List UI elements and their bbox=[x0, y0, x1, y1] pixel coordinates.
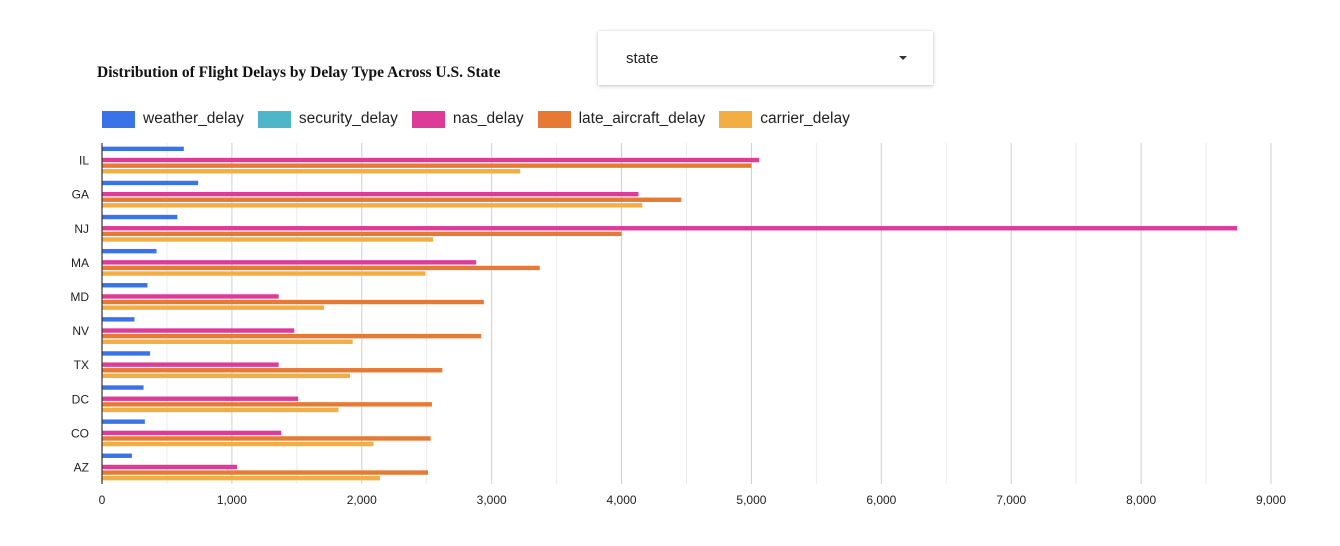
bar-carrier-delay-tx bbox=[102, 373, 351, 379]
x-tick-label: 3,000 bbox=[477, 493, 507, 507]
bar-weather-delay-nv bbox=[102, 317, 135, 322]
legend-swatch bbox=[102, 110, 135, 128]
y-tick-label: NV bbox=[72, 324, 89, 338]
x-tick-label: 4,000 bbox=[607, 493, 637, 507]
legend-label: late_aircraft_delay bbox=[578, 110, 706, 127]
caret-down-icon[interactable] bbox=[899, 56, 907, 60]
bar-late-aircraft-delay-il bbox=[102, 163, 752, 168]
y-tick-label: IL bbox=[79, 154, 89, 168]
bar-weather-delay-ma bbox=[102, 248, 157, 254]
y-tick-label: GA bbox=[72, 188, 89, 202]
bar-carrier-delay-md bbox=[102, 305, 325, 310]
bar-carrier-delay-dc bbox=[102, 407, 339, 413]
chart-title: Distribution of Flight Delays by Delay T… bbox=[97, 64, 501, 81]
legend-label: carrier_delay bbox=[760, 110, 850, 127]
bar-carrier-delay-ga bbox=[102, 203, 643, 208]
legend-swatch bbox=[257, 110, 291, 128]
bar-nas-delay-tx bbox=[102, 362, 279, 367]
y-tick-label: MA bbox=[71, 256, 89, 270]
bar-weather-delay-ga bbox=[102, 180, 199, 186]
bar-carrier-delay-il bbox=[102, 169, 521, 174]
bar-late-aircraft-delay-ma bbox=[102, 265, 540, 271]
y-tick-label: NJ bbox=[74, 222, 89, 236]
legend-label: security_delay bbox=[298, 110, 398, 127]
bar-nas-delay-ma bbox=[102, 260, 477, 265]
bar-late-aircraft-delay-nv bbox=[102, 333, 482, 339]
bar-weather-delay-il bbox=[102, 146, 184, 152]
bar-late-aircraft-delay-tx bbox=[102, 368, 443, 373]
bar-late-aircraft-delay-dc bbox=[102, 402, 432, 407]
bar-late-aircraft-delay-az bbox=[102, 470, 429, 475]
legend-label: weather_delay bbox=[143, 110, 244, 127]
bar-weather-delay-nj bbox=[102, 214, 178, 220]
legend-item-weather-delay[interactable]: weather_delay bbox=[102, 110, 244, 128]
bar-late-aircraft-delay-ga bbox=[102, 197, 682, 202]
y-tick-label: TX bbox=[74, 358, 89, 372]
bar-carrier-delay-ma bbox=[102, 271, 426, 276]
bar-nas-delay-co bbox=[102, 430, 282, 436]
y-tick-label: MD bbox=[70, 290, 89, 304]
legend-swatch bbox=[537, 110, 571, 128]
dropdown-value: state bbox=[626, 50, 659, 67]
legend-item-security-delay[interactable]: security_delay bbox=[257, 110, 398, 128]
legend-item-late-aircraft-delay[interactable]: late_aircraft_delay bbox=[537, 110, 706, 128]
y-tick-label: CO bbox=[71, 426, 89, 440]
bar-nas-delay-ga bbox=[102, 191, 639, 197]
chart-legend: weather_delay security_delay nas_delay late… bbox=[102, 108, 864, 130]
legend-swatch bbox=[719, 110, 753, 128]
bar-nas-delay-nv bbox=[102, 328, 295, 333]
x-tick-label: 5,000 bbox=[736, 493, 766, 507]
x-tick-label: 9,000 bbox=[1256, 493, 1286, 507]
bar-weather-delay-md bbox=[102, 283, 148, 288]
x-tick-label: 2,000 bbox=[347, 493, 377, 507]
legend-item-nas-delay[interactable]: nas_delay bbox=[411, 110, 524, 128]
bar-late-aircraft-delay-md bbox=[102, 299, 484, 305]
bar-carrier-delay-nj bbox=[102, 237, 434, 242]
legend-swatch bbox=[411, 110, 445, 128]
bar-nas-delay-az bbox=[102, 464, 238, 470]
x-tick-label: 0 bbox=[99, 493, 106, 507]
bar-nas-delay-md bbox=[102, 294, 279, 299]
x-tick-label: 1,000 bbox=[217, 493, 247, 507]
bar-weather-delay-az bbox=[102, 453, 132, 458]
bar-carrier-delay-az bbox=[102, 475, 380, 481]
y-tick-label: AZ bbox=[74, 460, 89, 474]
legend-item-carrier-delay[interactable]: carrier_delay bbox=[719, 110, 850, 128]
legend-label: nas_delay bbox=[452, 110, 524, 127]
bar-weather-delay-dc bbox=[102, 385, 144, 390]
bar-nas-delay-dc bbox=[102, 396, 299, 401]
bar-carrier-delay-co bbox=[102, 441, 374, 447]
x-tick-label: 6,000 bbox=[866, 493, 896, 507]
bar-nas-delay-il bbox=[102, 157, 760, 163]
bar-nas-delay-nj bbox=[102, 226, 1238, 231]
bar-weather-delay-co bbox=[102, 419, 145, 424]
group-by-dropdown[interactable]: state bbox=[598, 31, 933, 85]
x-tick-label: 7,000 bbox=[996, 493, 1026, 507]
bar-weather-delay-tx bbox=[102, 351, 151, 356]
x-tick-label: 8,000 bbox=[1126, 493, 1156, 507]
bar-carrier-delay-nv bbox=[102, 339, 353, 344]
bar-late-aircraft-delay-nj bbox=[102, 231, 622, 237]
y-tick-label: DC bbox=[72, 392, 90, 406]
bar-late-aircraft-delay-co bbox=[102, 436, 431, 441]
